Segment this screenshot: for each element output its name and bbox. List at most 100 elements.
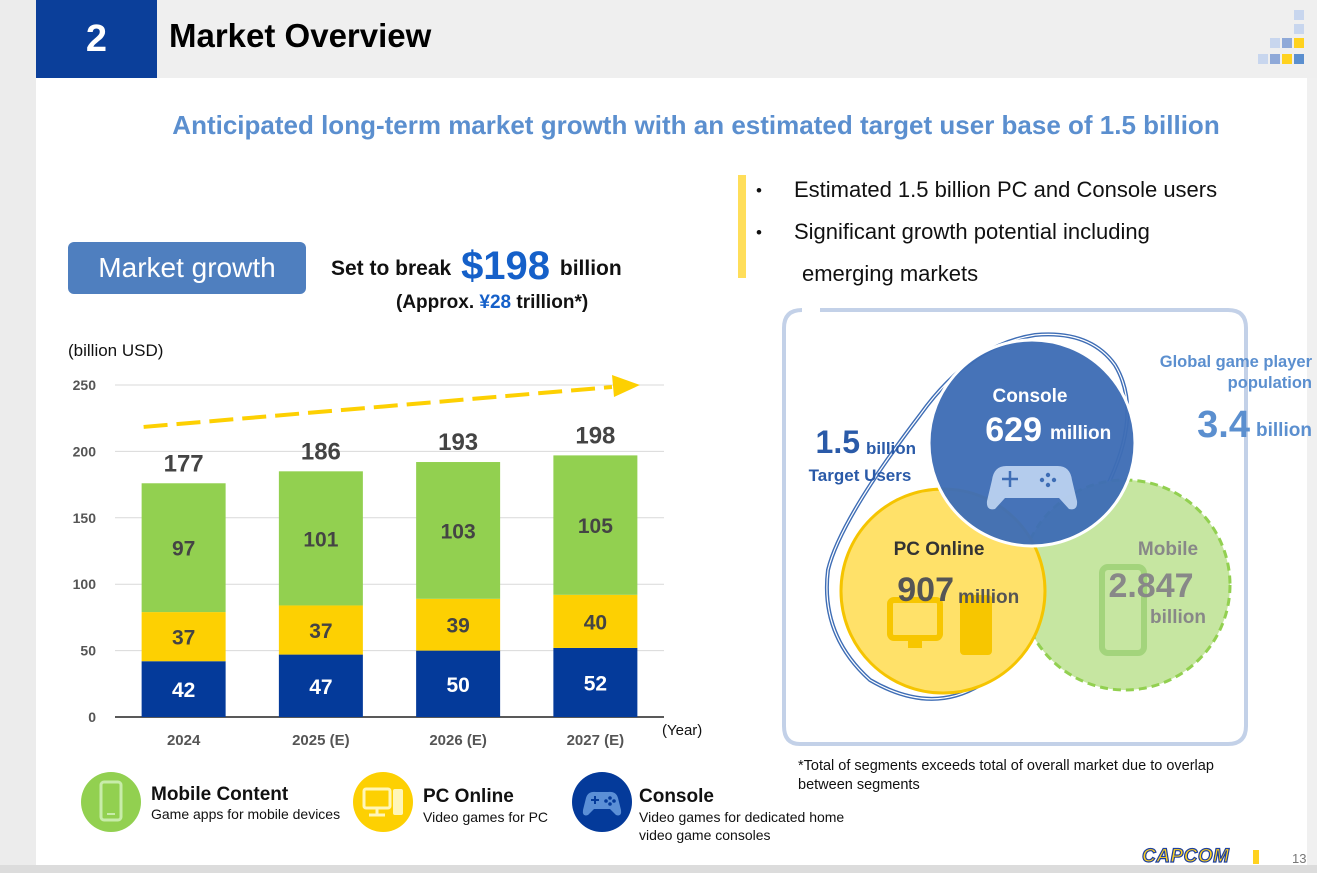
legend-console-desc: Video games for dedicated home video gam… [639,809,845,843]
capcom-logo: CAPCOM [1141,845,1230,867]
user-base-venn-diagram: Console 629 million PC Online 907 millio… [782,308,1313,746]
bar-total-label: 177 [164,450,204,477]
bar-segment [416,462,501,599]
legend-pc-desc: Video games for PC [423,809,549,825]
mobile-icon [99,780,123,822]
global-label-line2: population [1228,374,1312,392]
bar-segment [141,661,226,717]
pc-stand-icon [908,638,922,648]
approx-yen-line: (Approx. ¥28 trillion*) [396,292,588,314]
approx-value: ¥28 [479,292,512,313]
pc-legend-circle [353,772,413,832]
trend-arrow-line [143,385,613,429]
target-unit: billion [866,439,916,458]
gamepad-button [1039,477,1045,483]
bar-total-label: 186 [301,438,341,465]
approx-prefix: (Approx. [396,292,475,313]
bullet-text-1: Estimated 1.5 billion PC and Console use… [794,177,1218,202]
pc-tower-icon [960,595,992,655]
bar-value-label: 105 [578,515,613,538]
bar-segment [278,471,363,606]
console-circle [927,338,1137,548]
bullet-dot: • [756,223,762,242]
bar-segment [141,612,226,662]
bar-value-label: 47 [309,676,332,699]
console-legend-circle [572,772,632,832]
approx-mark: *) [574,292,589,313]
mobile-value: 2.847 [1108,567,1193,605]
section-number: 2 [36,0,157,78]
page-number: 13 [1292,851,1307,866]
pc-online-label: PC Online [894,539,985,560]
bar-segment [278,654,363,717]
y-tick-label: 250 [73,377,97,393]
pc-online-value: 907 [897,571,954,609]
bar-value-label: 52 [584,672,607,695]
bullet-text-2-cont: emerging markets [802,261,979,286]
break-headline: Set to break $198 billion [331,244,622,289]
gamepad-button [1045,472,1051,478]
global-unit: billion [1256,420,1312,441]
bar-value-label: 37 [172,627,195,650]
break-prefix: Set to break [331,257,452,280]
y-tick-label: 100 [73,576,97,592]
target-value: 1.5 [816,424,860,460]
gamepad-button [1045,482,1051,488]
x-tick-label: 2027 (E) [567,732,625,749]
x-tick-label: 2026 (E) [429,732,487,749]
bar-segment [416,650,501,717]
trend-arrow-head [612,375,640,397]
bar-segment [141,483,226,613]
legend-mobile-title: Mobile Content [151,784,289,805]
legend-console-title: Console [639,786,714,807]
bar-value-label: 37 [309,620,332,643]
target-label: Target Users [809,466,912,485]
console-unit: million [1050,423,1111,444]
console-value: 629 [985,411,1042,449]
x-tick-label: 2025 (E) [292,732,350,749]
bar-value-label: 103 [441,520,476,543]
global-value: 3.4 [1197,404,1250,446]
footer-divider [0,865,1317,873]
bar-segment [416,598,501,651]
bar-segment [553,455,638,595]
x-axis-label: (Year) [662,722,703,739]
chart-unit-label: (billion USD) [68,341,164,360]
pc-online-unit: million [958,587,1019,608]
global-label-line1: Global game player [1160,353,1313,371]
bar-value-label: 50 [446,674,469,697]
mobile-unit: billion [1150,607,1206,628]
bar-value-label: 101 [303,528,338,551]
market-growth-chart: 0 50 100 150 200 250 42 37 97 177 2024 47 37 101 186 20… [73,375,664,749]
y-tick-label: 50 [80,643,96,659]
bar-total-label: 198 [575,422,615,449]
header-bar [36,0,1317,78]
footnote: *Total of segments exceeds total of over… [798,758,1214,793]
pc-icon [362,787,403,817]
mobile-device-icon [1099,564,1147,656]
y-tick-label: 0 [88,709,96,725]
market-growth-badge: Market growth [68,242,306,294]
bar-value-label: 40 [584,611,607,634]
legend-pc-title: PC Online [423,786,514,807]
slide-subtitle: Anticipated long-term market growth with… [172,110,1220,140]
bar-segment [553,594,638,648]
page-title: Market Overview [169,17,432,54]
right-margin-strip [1307,78,1317,865]
gamepad-button [1051,477,1057,483]
y-tick-label: 150 [73,510,97,526]
bullet-dot: • [756,181,762,200]
bullet-text-2: Significant growth potential including [794,219,1150,244]
approx-suffix: trillion [516,292,575,313]
bar-total-label: 193 [438,429,478,456]
left-margin-strip [0,0,36,865]
gamepad-icon [582,791,622,816]
x-tick-label: 2024 [167,732,201,749]
mobile-label: Mobile [1138,539,1198,560]
mobile-legend-circle [81,772,141,832]
console-label: Console [993,386,1068,407]
bar-segment [553,647,638,717]
bar-segment [278,605,363,655]
bar-value-label: 97 [172,538,195,561]
bullets-accent-bar [738,175,746,278]
